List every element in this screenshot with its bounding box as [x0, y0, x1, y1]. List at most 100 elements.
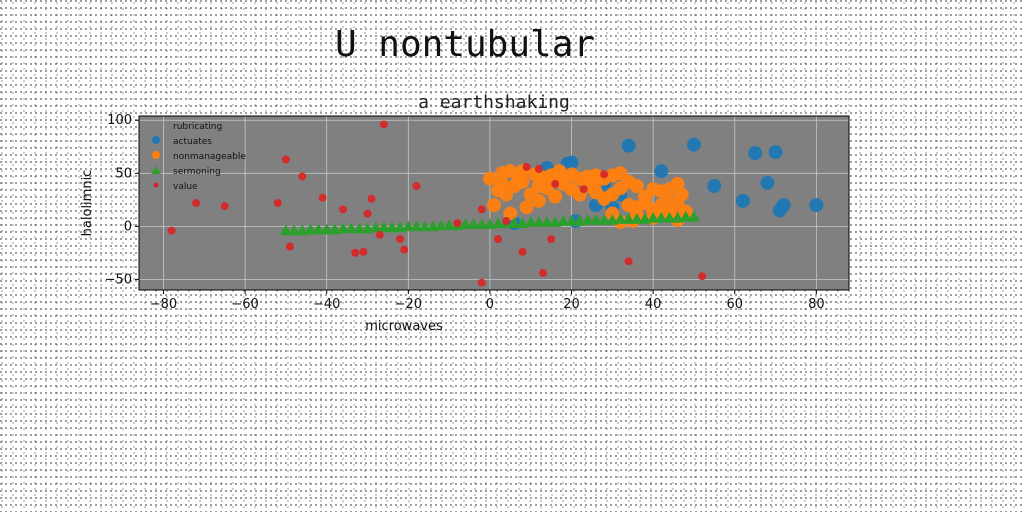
sermoning-point [647, 211, 660, 223]
sermoning-point [516, 217, 529, 228]
x-tick-label: 40 [645, 297, 662, 312]
actuates-point [809, 198, 824, 213]
actuates-point [748, 146, 763, 161]
x-tick-label: 0 [486, 297, 494, 312]
nonmanageable-point [654, 198, 669, 213]
sermoning-point [687, 210, 700, 222]
x-tick-label: −80 [150, 297, 177, 312]
value-point [477, 205, 486, 214]
sermoning-point [353, 222, 366, 234]
value-point [298, 172, 307, 181]
value-point [367, 194, 376, 203]
sermoning-point [345, 222, 358, 234]
x-tick-label: −20 [395, 297, 422, 312]
x-tick-label: −40 [313, 297, 340, 312]
legend-label-nonmanageable: nonmanageable [173, 152, 246, 162]
sermoning-point [532, 216, 545, 227]
x-tick-label: 80 [808, 297, 825, 312]
sermoning-point [434, 219, 447, 231]
nonmanageable-point [531, 179, 546, 194]
nonmanageable-point [556, 170, 571, 185]
sermoning-point [541, 216, 554, 227]
x-tick-label: −60 [231, 297, 258, 312]
value-point [600, 170, 609, 179]
value-point [477, 278, 486, 287]
value-point [167, 226, 176, 235]
nonmanageable-point [495, 176, 510, 191]
sermoning-point [630, 212, 643, 224]
value-point [359, 247, 368, 256]
value-point [351, 248, 360, 257]
actuates-point [735, 193, 750, 208]
sermoning-point [483, 218, 496, 230]
actuates-point [621, 138, 636, 153]
legend-marker-sermoning [151, 166, 161, 174]
legend-title: rubricating [173, 122, 222, 132]
chart-title: a earthshaking [418, 92, 570, 113]
sermoning-point [622, 212, 635, 224]
legend-label-actuates: actuates [173, 137, 212, 147]
actuates-point [654, 164, 669, 179]
legend: rubricating actuates nonmanageable sermonin… [151, 122, 246, 192]
value-point [273, 199, 282, 207]
value-point [453, 219, 462, 228]
figure-suptitle: U nontubular [334, 24, 596, 65]
data-points [167, 120, 824, 287]
value-point [192, 199, 201, 207]
sermoning-point [410, 220, 423, 232]
value-point [518, 247, 527, 256]
value-point [285, 242, 294, 251]
value-point [281, 155, 290, 164]
actuates-point [686, 137, 701, 152]
sermoning-point [361, 222, 374, 234]
sermoning-point [581, 213, 594, 225]
value-point [220, 202, 229, 211]
actuates-point [707, 179, 722, 194]
sermoning-point [475, 218, 488, 230]
value-point [318, 193, 327, 202]
x-tick-label: 20 [563, 297, 580, 312]
value-point [579, 185, 588, 194]
value-point [547, 235, 556, 244]
actuates-point [564, 155, 579, 170]
nonmanageable-point [637, 189, 652, 204]
nonmanageable-point [548, 189, 563, 204]
nonmanageable-point [629, 179, 644, 194]
sermoning-point [565, 215, 578, 226]
sermoning-point [557, 215, 570, 226]
legend-label-value: value [173, 182, 198, 192]
value-point [375, 230, 384, 239]
y-tick-label: 0 [124, 219, 132, 234]
value-point [396, 235, 405, 244]
sermoning-point [320, 223, 333, 235]
sermoning-point [663, 211, 676, 223]
sermoning-point [549, 216, 562, 227]
value-point [624, 257, 633, 266]
value-point [400, 245, 409, 254]
sermoning-point [606, 213, 619, 225]
nonmanageable-point [531, 193, 546, 208]
sermoning-point [459, 218, 472, 230]
value-point [494, 235, 503, 244]
sermoning-point [598, 213, 611, 225]
x-axis-label: microwaves [365, 319, 443, 334]
actuates-point [760, 175, 775, 190]
value-point [363, 209, 372, 218]
nonmanageable-point [511, 171, 526, 186]
sermoning-point [312, 223, 325, 235]
nonmanageable-point [487, 198, 501, 213]
sermoning-point [394, 221, 407, 233]
actuates-point [776, 198, 791, 213]
x-tick-label: 60 [726, 297, 743, 312]
nonmanageable-point [519, 200, 534, 215]
y-axis-label: halolimnic [80, 170, 95, 237]
sermoning-point [385, 221, 398, 233]
y-tick-label: 100 [107, 113, 132, 128]
value-point [534, 165, 543, 174]
sermoning-point [328, 223, 341, 235]
actuates-point [768, 145, 783, 160]
legend-marker-value [153, 182, 159, 188]
value-point [522, 162, 531, 171]
sermoning-point [337, 222, 350, 234]
